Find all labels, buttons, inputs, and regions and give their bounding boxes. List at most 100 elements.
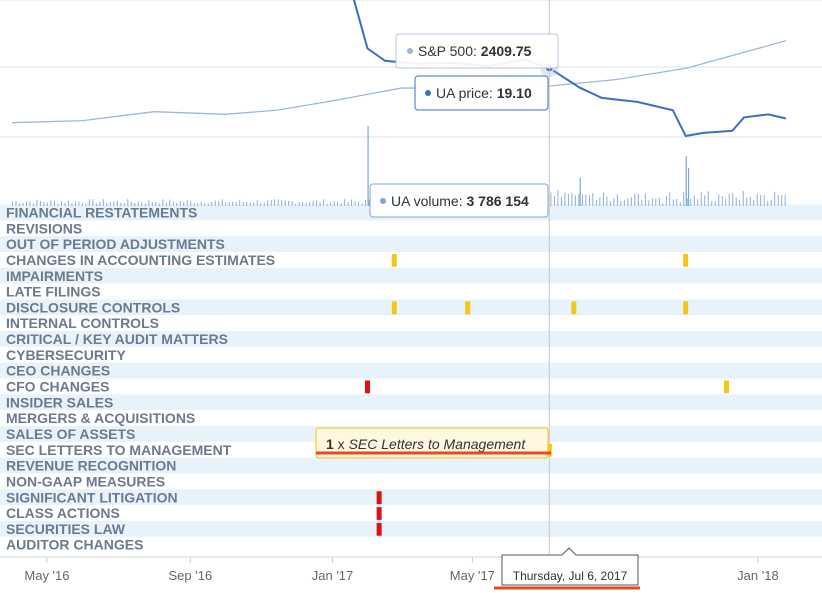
volume-bar — [263, 202, 265, 206]
category-row-band — [0, 457, 822, 474]
event-marker[interactable] — [376, 522, 382, 536]
volume-bar — [211, 201, 213, 206]
ua-volume-tooltip: UA volume: 3 786 154 — [369, 183, 549, 218]
category-row-band — [0, 394, 822, 411]
category-label: AUDITOR CHANGES — [6, 537, 143, 553]
volume-bar — [43, 201, 45, 206]
event-marker[interactable] — [546, 443, 552, 457]
volume-bar — [367, 126, 369, 206]
volume-bar — [232, 201, 234, 206]
volume-bar — [358, 201, 360, 206]
volume-bar — [711, 201, 713, 206]
ua-volume-tooltip-label: UA volume: — [391, 193, 466, 209]
volume-bar — [260, 203, 262, 206]
category-label: SALES OF ASSETS — [6, 426, 135, 442]
volume-bar — [123, 203, 125, 206]
volume-bar — [214, 200, 216, 206]
volume-bar — [88, 199, 90, 206]
category-label: CHANGES IN ACCOUNTING ESTIMATES — [6, 252, 275, 268]
volume-bar — [144, 203, 146, 206]
volume-bar — [316, 200, 318, 206]
event-markers — [364, 253, 729, 536]
volume-bar — [176, 202, 178, 206]
svg-text:1 x SEC Letters to Management: 1 x SEC Letters to Management — [326, 436, 526, 452]
event-marker[interactable] — [683, 301, 689, 315]
volume-bar — [728, 194, 730, 206]
volume-bar — [574, 195, 576, 206]
volume-bar — [60, 201, 62, 206]
volume-bar — [151, 202, 153, 206]
volume-bar — [599, 197, 601, 206]
volume-bar — [22, 202, 24, 206]
sec-letters-count: 1 — [326, 436, 334, 452]
event-marker[interactable] — [364, 380, 370, 394]
category-label: CEO CHANGES — [6, 363, 110, 379]
event-marker[interactable] — [376, 507, 382, 520]
volume-bar — [781, 195, 783, 206]
volume-bar — [148, 200, 150, 206]
volume-bar — [120, 202, 122, 206]
event-marker[interactable] — [571, 301, 577, 315]
volume-bar — [302, 202, 304, 206]
volume-bar — [564, 192, 566, 206]
volume-bar — [295, 203, 297, 206]
volume-bar — [274, 199, 276, 206]
event-marker[interactable] — [391, 301, 397, 315]
category-label: OUT OF PERIOD ADJUSTMENTS — [6, 236, 225, 252]
volume-bar — [351, 199, 353, 206]
volume-bar — [116, 200, 118, 206]
volume-bar — [50, 200, 52, 206]
volume-bar — [620, 201, 622, 206]
volume-bar — [64, 202, 66, 206]
category-row-band — [0, 299, 822, 316]
volume-bar — [627, 198, 629, 206]
volume-bar — [630, 197, 632, 206]
event-marker[interactable] — [391, 253, 397, 267]
category-label: INSIDER SALES — [6, 394, 113, 410]
category-row-band — [0, 520, 822, 537]
event-marker[interactable] — [683, 253, 689, 267]
volume-bar — [756, 193, 758, 206]
volume-bar — [270, 199, 272, 206]
volume-bar — [662, 203, 664, 206]
volume-bar — [585, 194, 587, 206]
volume-bar — [18, 203, 20, 206]
volume-bar — [606, 196, 608, 206]
volume-bar — [141, 202, 143, 206]
event-marker[interactable] — [376, 491, 382, 505]
volume-bar — [560, 196, 562, 206]
volume-bar — [29, 201, 31, 206]
sp500-tooltip-label: S&P 500: — [418, 43, 481, 59]
volume-bar — [672, 199, 674, 206]
volume-bar — [200, 201, 202, 206]
volume-bar — [253, 202, 255, 206]
volume-bar — [225, 202, 227, 206]
svg-text:UA volume: 3 786 154: UA volume: 3 786 154 — [391, 193, 529, 209]
volume-bar — [721, 196, 723, 206]
event-marker[interactable] — [465, 301, 471, 315]
volume-bar — [57, 203, 59, 206]
category-label: IMPAIRMENTS — [6, 268, 103, 284]
volume-bar — [207, 203, 209, 206]
volume-bar — [746, 197, 748, 206]
event-marker[interactable] — [723, 380, 729, 394]
volume-bar — [658, 198, 660, 206]
volume-bar — [221, 199, 223, 206]
volume-bar — [256, 200, 258, 206]
category-label: CFO CHANGES — [6, 379, 109, 395]
category-label: LATE FILINGS — [6, 284, 101, 300]
sp500-marker-icon — [407, 48, 413, 54]
date-tooltip: Thursday, Jul 6, 2017 — [494, 547, 640, 590]
category-label: SIGNIFICANT LITIGATION — [6, 489, 178, 505]
date-tooltip-box — [501, 547, 639, 586]
category-label: FINANCIAL RESTATEMENTS — [6, 205, 197, 221]
volume-bar — [312, 200, 314, 206]
volume-bar — [365, 200, 367, 206]
volume-bar — [281, 199, 283, 206]
volume-bar — [686, 198, 688, 206]
volume-bar — [592, 192, 594, 206]
volume-bar — [284, 200, 286, 206]
volume-bar — [298, 202, 300, 206]
volume-bar — [683, 191, 685, 206]
